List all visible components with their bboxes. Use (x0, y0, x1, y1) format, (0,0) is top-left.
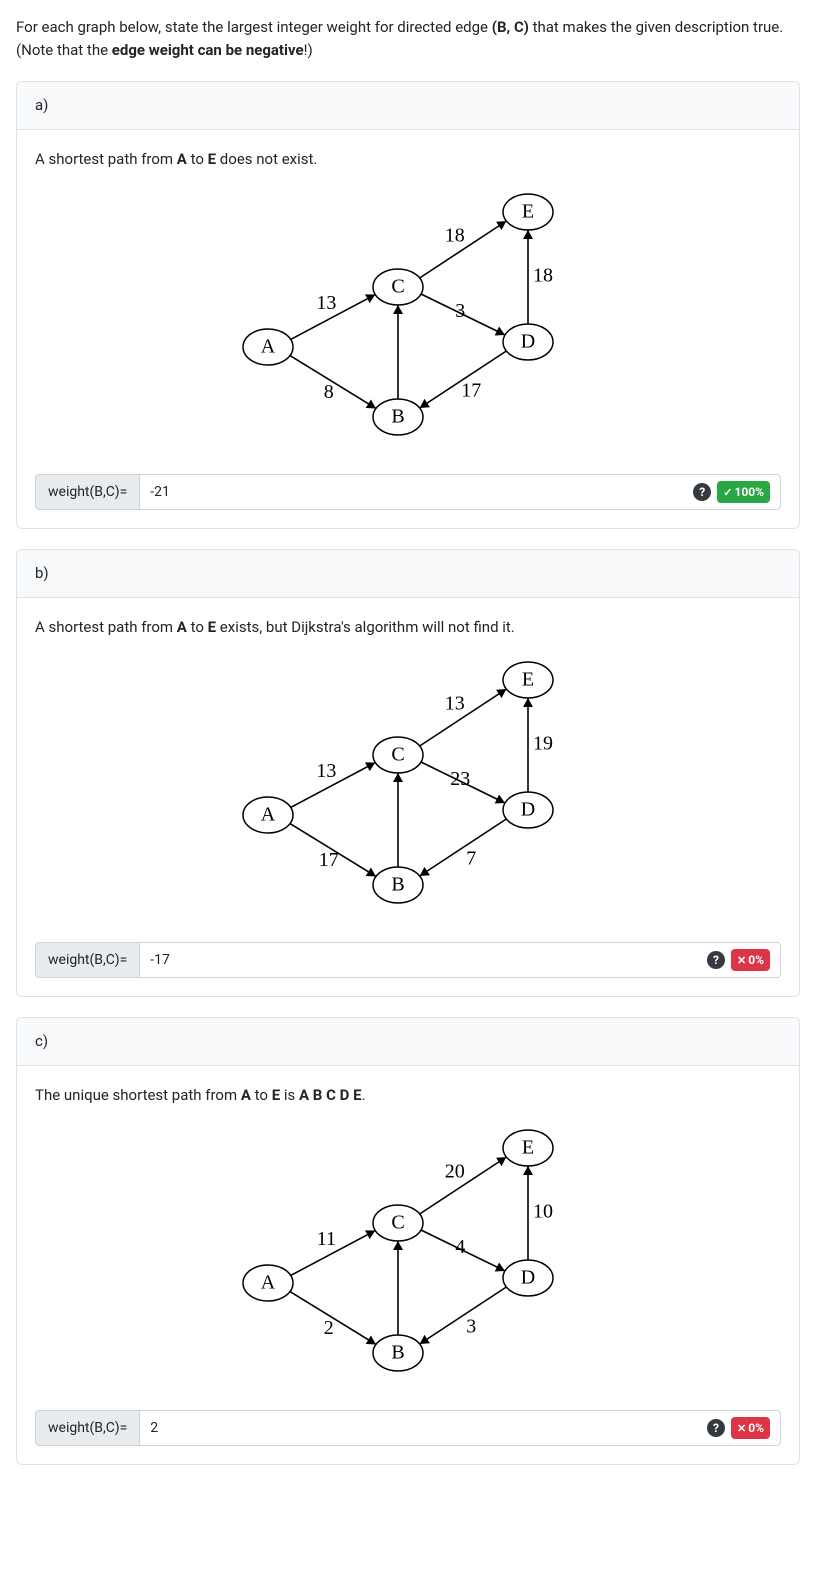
part-b-answer-row: weight(B,C)= -17 ? ✕ 0% (35, 942, 781, 978)
part-a-graph: 13 8 18 3 17 18 A B C D E (35, 182, 781, 452)
svg-text:20: 20 (445, 1161, 465, 1183)
svg-text:D: D (521, 331, 535, 353)
answer-value: -17 (150, 950, 170, 971)
part-c-card: c) The unique shortest path from A to E … (16, 1017, 800, 1465)
graph-svg: 13 17 13 23 7 19 A B C D E (228, 650, 588, 920)
graph-svg: 13 8 18 3 17 18 A B C D E (228, 182, 588, 452)
part-b-desc: A shortest path from A to E exists, but … (35, 616, 781, 639)
svg-text:10: 10 (533, 1201, 553, 1223)
svg-text:18: 18 (445, 225, 465, 247)
cross-icon: ✕ (737, 955, 746, 966)
answer-input[interactable]: 2 ? ✕ 0% (139, 1410, 781, 1446)
svg-text:A: A (261, 336, 276, 358)
score-text: 0% (748, 951, 764, 969)
svg-text:8: 8 (324, 381, 334, 403)
svg-text:A: A (261, 804, 276, 826)
check-icon: ✓ (723, 487, 732, 498)
help-icon[interactable]: ? (693, 483, 711, 501)
score-badge: ✓ 100% (717, 481, 770, 503)
intro-post: !) (304, 41, 313, 59)
part-a-desc: A shortest path from A to E does not exi… (35, 148, 781, 171)
answer-label: weight(B,C)= (35, 942, 139, 978)
part-c-body: The unique shortest path from A to E is … (17, 1066, 799, 1465)
part-c-graph: 11 2 20 4 3 10 A B C D E (35, 1118, 781, 1388)
svg-text:13: 13 (316, 760, 336, 782)
intro-pre: For each graph below, state the largest … (16, 18, 492, 36)
svg-text:18: 18 (533, 265, 553, 287)
svg-text:A: A (261, 1272, 276, 1294)
question-intro: For each graph below, state the largest … (16, 16, 800, 61)
score-text: 100% (734, 483, 764, 501)
answer-label: weight(B,C)= (35, 1410, 139, 1446)
status-group: ? ✕ 0% (707, 1417, 770, 1439)
svg-text:E: E (522, 669, 534, 691)
answer-input[interactable]: -21 ? ✓ 100% (139, 474, 781, 510)
svg-text:11: 11 (317, 1228, 336, 1250)
part-c-desc: The unique shortest path from A to E is … (35, 1084, 781, 1107)
status-group: ? ✓ 100% (693, 481, 770, 503)
svg-text:D: D (521, 1267, 535, 1289)
part-b-card: b) A shortest path from A to E exists, b… (16, 549, 800, 997)
answer-value: 2 (150, 1418, 158, 1439)
part-b-graph: 13 17 13 23 7 19 A B C D E (35, 650, 781, 920)
status-group: ? ✕ 0% (707, 949, 770, 971)
intro-bold: edge weight can be negative (112, 41, 304, 59)
svg-text:2: 2 (324, 1317, 334, 1339)
part-b-header: b) (17, 550, 799, 598)
answer-label: weight(B,C)= (35, 474, 139, 510)
svg-text:E: E (522, 1137, 534, 1159)
score-text: 0% (748, 1419, 764, 1437)
intro-edge: (B, C) (492, 18, 529, 36)
help-icon[interactable]: ? (707, 1419, 725, 1437)
cross-icon: ✕ (737, 1423, 746, 1434)
svg-text:3: 3 (466, 1316, 476, 1338)
svg-text:E: E (522, 201, 534, 223)
svg-text:C: C (391, 744, 404, 766)
svg-text:17: 17 (461, 380, 481, 402)
svg-text:23: 23 (450, 768, 470, 790)
part-b-body: A shortest path from A to E exists, but … (17, 598, 799, 997)
graph-svg: 11 2 20 4 3 10 A B C D E (228, 1118, 588, 1388)
answer-value: -21 (150, 482, 170, 503)
svg-text:B: B (391, 1342, 404, 1364)
svg-text:D: D (521, 799, 535, 821)
score-badge: ✕ 0% (731, 949, 770, 971)
score-badge: ✕ 0% (731, 1417, 770, 1439)
svg-text:B: B (391, 874, 404, 896)
svg-text:B: B (391, 406, 404, 428)
svg-text:C: C (391, 1212, 404, 1234)
part-a-header: a) (17, 82, 799, 130)
svg-text:4: 4 (455, 1236, 465, 1258)
part-c-header: c) (17, 1018, 799, 1066)
part-a-card: a) A shortest path from A to E does not … (16, 81, 800, 529)
svg-text:19: 19 (533, 733, 553, 755)
svg-text:7: 7 (466, 848, 476, 870)
svg-text:C: C (391, 276, 404, 298)
answer-input[interactable]: -17 ? ✕ 0% (139, 942, 781, 978)
svg-text:3: 3 (455, 300, 465, 322)
help-icon[interactable]: ? (707, 951, 725, 969)
svg-text:13: 13 (445, 693, 465, 715)
part-a-answer-row: weight(B,C)= -21 ? ✓ 100% (35, 474, 781, 510)
svg-text:13: 13 (316, 292, 336, 314)
svg-text:17: 17 (319, 849, 339, 871)
part-c-answer-row: weight(B,C)= 2 ? ✕ 0% (35, 1410, 781, 1446)
part-a-body: A shortest path from A to E does not exi… (17, 130, 799, 529)
